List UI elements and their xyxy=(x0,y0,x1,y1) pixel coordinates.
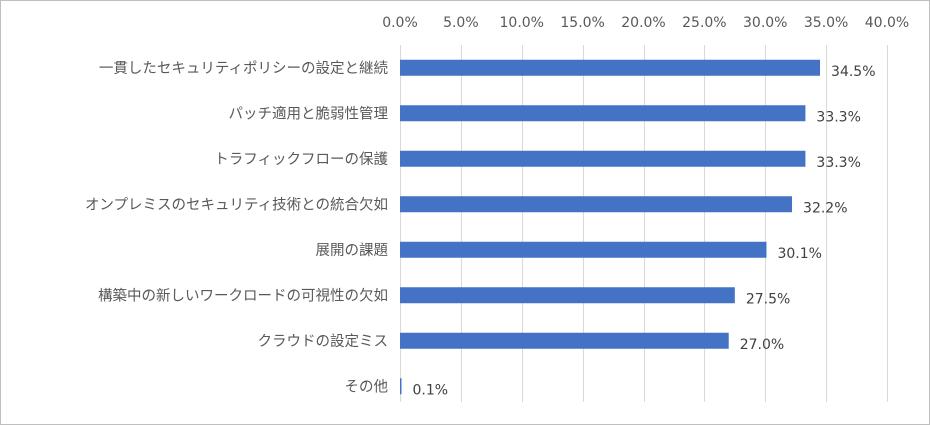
x-tick-label: 40.0% xyxy=(865,15,909,31)
bar xyxy=(400,59,821,76)
x-tick-label: 0.0% xyxy=(382,15,418,31)
bar-layer xyxy=(400,59,821,395)
bar xyxy=(400,150,806,167)
category-label: その他 xyxy=(345,378,389,395)
x-tick-label: 25.0% xyxy=(682,15,726,31)
x-tick-label: 15.0% xyxy=(560,15,604,31)
label-layer: 0.0% 5.0% 10.0% 15.0% 20.0% 25.0% 30.0% 35.0% 40… xyxy=(85,15,909,398)
category-label: オンプレミスのセキュリティ技術との統合欠如 xyxy=(85,196,388,213)
data-label: 33.3% xyxy=(816,109,860,125)
bar xyxy=(400,378,402,395)
bar xyxy=(400,105,806,122)
data-label: 30.1% xyxy=(777,246,821,262)
data-label: 32.2% xyxy=(803,200,847,216)
category-label: トラフィックフローの保護 xyxy=(214,151,388,168)
data-label: 34.5% xyxy=(831,64,875,80)
x-tick-label: 10.0% xyxy=(500,15,544,31)
bar xyxy=(400,287,735,304)
data-label: 27.5% xyxy=(746,291,790,307)
bar xyxy=(400,241,767,258)
category-label: 構築中の新しいワークロードの可視性の欠如 xyxy=(98,286,388,304)
x-tick-label: 20.0% xyxy=(621,15,665,31)
x-tick-label: 5.0% xyxy=(443,15,479,31)
category-label: パッチ適用と脆弱性管理 xyxy=(229,104,389,122)
bar xyxy=(400,196,793,213)
category-label: 展開の課題 xyxy=(316,242,389,259)
category-label: 一貫したセキュリティポリシーの設定と継続 xyxy=(99,60,389,77)
category-label: クラウドの設定ミス xyxy=(258,333,389,350)
data-label: 33.3% xyxy=(816,155,860,171)
x-tick-label: 30.0% xyxy=(743,15,787,31)
data-label: 27.0% xyxy=(740,337,784,353)
bar xyxy=(400,332,729,349)
data-label: 0.1% xyxy=(413,382,449,398)
x-tick-label: 35.0% xyxy=(804,15,848,31)
